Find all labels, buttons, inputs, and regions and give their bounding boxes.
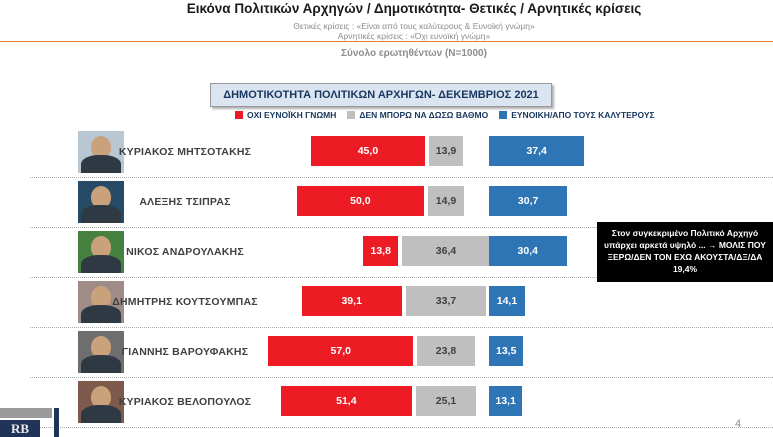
header-divider-line [0,41,773,42]
leader-photo [78,231,124,273]
leader-name: ΚΥΡΙΑΚΟΣ ΜΗΤΣΟΤΑΚΗΣ [118,146,252,158]
leader-photo [78,331,124,373]
legend-label: ΔΕΝ ΜΠΟΡΩ ΝΑ ΔΩΣΩ ΒΑΘΜΟ [359,110,489,120]
bar-positive: 30,7 [489,186,568,216]
bar-neutral: 23,8 [417,336,475,366]
leader-row: ΝΙΚΟΣ ΑΝΔΡΟΥΛΑΚΗΣ 13,8 36,4 30,4 [0,231,773,281]
chart-title: ΔΗΜΟΤΙΚΟΤΗΤΑ ΠΟΛΙΤΙΚΩΝ ΑΡΧΗΓΩΝ- ΔΕΚΕΜΒΡΙ… [210,83,552,107]
bar-negative: 51,4 [280,386,412,416]
subtitle-negative: Αρνητικές κρίσεις : «Όχι ευνοϊκή γνώμη» [337,31,491,41]
photo-torso-shape [81,205,121,223]
photo-head-shape [91,286,111,308]
bar-negative: 13,8 [363,236,399,266]
bar-area: 39,1 33,7 14,1 [240,286,710,316]
bar-negative: 45,0 [310,136,426,166]
photo-torso-shape [81,255,121,273]
mrb-logo: RB [0,408,62,437]
legend-label: ΟΧΙ ΕΥΝΟΪΚΗ ΓΝΩΜΗ [247,110,337,120]
legend-swatch-icon [347,111,356,119]
logo-letters: RB [0,420,40,437]
sample-size-text: Σύνολο ερωτηθέντων (N=1000) [341,48,487,59]
leader-row: ΚΥΡΙΑΚΟΣ ΒΕΛΟΠΟΥΛΟΣ 51,4 25,1 13,1 [0,381,773,431]
leader-name: ΑΛΕΞΗΣ ΤΣΙΠΡΑΣ [139,196,231,208]
leader-row: ΓΙΑΝΝΗΣ ΒΑΡΟΥΦΑΚΗΣ 57,0 23,8 13,5 [0,331,773,381]
logo-bar [54,408,59,437]
leader-name: ΔΗΜΗΤΡΗΣ ΚΟΥΤΣΟΥΜΠΑΣ [112,296,258,308]
photo-head-shape [91,336,111,358]
legend-label: ΕΥΝΟΙΚΗ/ΑΠΟ ΤΟΥΣ ΚΑΛΥΤΕΡΟΥΣ [511,110,655,120]
bar-positive: 13,1 [489,386,523,416]
legend-item-0: ΟΧΙ ΕΥΝΟΪΚΗ ΓΝΩΜΗ [235,110,336,120]
bar-area: 57,0 23,8 13,5 [240,336,710,366]
photo-head-shape [91,136,111,158]
subtitle-positive: Θετικές κρίσεις : «Είναι από τους καλύτε… [293,21,535,31]
bar-positive: 37,4 [489,136,585,166]
leader-photo [78,281,124,323]
bar-area: 51,4 25,1 13,1 [240,386,710,416]
row-separator [30,177,773,178]
bar-neutral: 13,9 [429,136,463,166]
photo-head-shape [91,186,111,208]
page-title: Εικόνα Πολιτικών Αρχηγών / Δημοτικότητα-… [186,1,642,16]
bar-negative: 50,0 [296,186,425,216]
row-separator [30,277,773,278]
photo-head-shape [91,236,111,258]
bar-negative: 39,1 [301,286,402,316]
leader-photo [78,181,124,223]
chart-rows: ΚΥΡΙΑΚΟΣ ΜΗΤΣΟΤΑΚΗΣ 45,0 13,9 37,4 ΑΛΕΞΗΣ ΤΣ… [0,131,773,431]
leader-name: ΚΥΡΙΑΚΟΣ ΒΕΛΟΠΟΥΛΟΣ [118,396,252,408]
bar-negative: 57,0 [268,336,414,366]
bar-area: 50,0 14,9 30,7 [240,186,710,216]
legend-item-2: ΕΥΝΟΙΚΗ/ΑΠΟ ΤΟΥΣ ΚΑΛΥΤΕΡΟΥΣ [499,110,655,120]
bar-neutral: 25,1 [415,386,477,416]
bar-positive: 13,5 [489,336,524,366]
photo-torso-shape [81,155,121,173]
annotation-callout: Στον συγκεκριμένο Πολιτικό Αρχηγό υπάρχε… [597,222,773,282]
bar-neutral: 14,9 [428,186,464,216]
bar-neutral: 36,4 [402,236,490,266]
bar-positive: 14,1 [489,286,525,316]
row-separator [30,327,773,328]
row-separator [30,227,773,228]
leader-photo [78,381,124,423]
leader-row: ΑΛΕΞΗΣ ΤΣΙΠΡΑΣ 50,0 14,9 30,7 [0,181,773,231]
legend-swatch-icon [235,111,243,119]
logo-stripe [0,408,52,418]
chart-legend: ΟΧΙ ΕΥΝΟΪΚΗ ΓΝΩΜΗ ΔΕΝ ΜΠΟΡΩ ΝΑ ΔΩΣΩ ΒΑΘΜΟ… [235,110,655,120]
leader-photo [78,131,124,173]
leader-row: ΔΗΜΗΤΡΗΣ ΚΟΥΤΣΟΥΜΠΑΣ 39,1 33,7 14,1 [0,281,773,331]
photo-torso-shape [81,305,121,323]
row-separator [30,427,773,428]
leader-row: ΚΥΡΙΑΚΟΣ ΜΗΤΣΟΤΑΚΗΣ 45,0 13,9 37,4 [0,131,773,181]
legend-swatch-icon [499,111,508,119]
row-separator [30,377,773,378]
bar-area: 13,8 36,4 30,4 [240,236,710,266]
bar-area: 45,0 13,9 37,4 [240,136,710,166]
bar-neutral: 33,7 [405,286,487,316]
photo-torso-shape [81,405,121,423]
leader-name: ΝΙΚΟΣ ΑΝΔΡΟΥΛΑΚΗΣ [126,246,244,258]
page-number: 4 [735,418,742,430]
bar-positive: 30,4 [489,236,567,266]
photo-head-shape [91,386,111,408]
leader-name: ΓΙΑΝΝΗΣ ΒΑΡΟΥΦΑΚΗΣ [121,346,249,358]
photo-torso-shape [81,355,121,373]
legend-item-1: ΔΕΝ ΜΠΟΡΩ ΝΑ ΔΩΣΩ ΒΑΘΜΟ [347,110,488,120]
